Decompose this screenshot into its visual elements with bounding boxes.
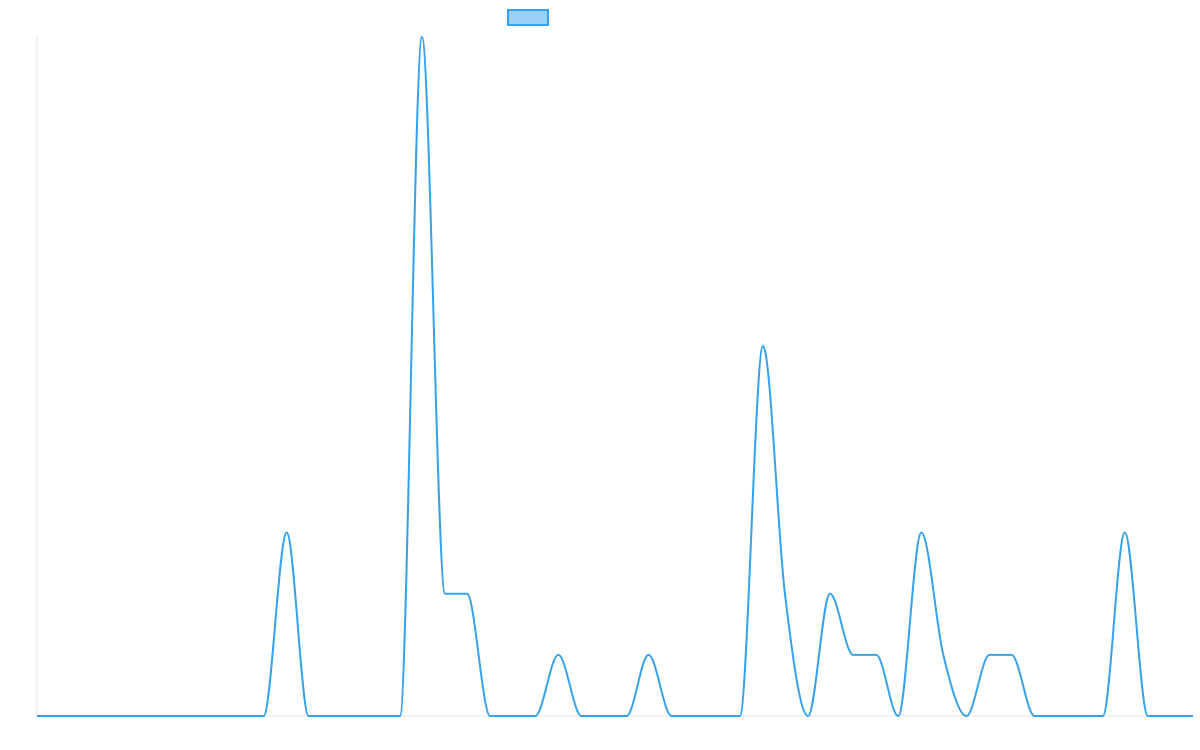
data-point[interactable] bbox=[1144, 712, 1152, 720]
data-point[interactable] bbox=[962, 712, 970, 720]
series-layer bbox=[33, 33, 1197, 720]
data-point[interactable] bbox=[872, 651, 880, 659]
data-point[interactable] bbox=[531, 712, 539, 720]
data-point[interactable] bbox=[917, 529, 925, 537]
series-line bbox=[37, 36, 1193, 718]
data-point[interactable] bbox=[283, 529, 291, 537]
data-point[interactable] bbox=[781, 590, 789, 598]
data-point[interactable] bbox=[1099, 712, 1107, 720]
data-point[interactable] bbox=[826, 590, 834, 598]
data-point[interactable] bbox=[418, 33, 426, 41]
data-point[interactable] bbox=[736, 712, 744, 720]
data-point[interactable] bbox=[668, 712, 676, 720]
data-point[interactable] bbox=[894, 712, 902, 720]
data-point[interactable] bbox=[1189, 712, 1197, 720]
legend[interactable] bbox=[507, 9, 549, 26]
data-point[interactable] bbox=[33, 712, 41, 720]
data-point[interactable] bbox=[804, 712, 812, 720]
data-point[interactable] bbox=[645, 651, 653, 659]
data-point[interactable] bbox=[1121, 529, 1129, 537]
data-point[interactable] bbox=[849, 651, 857, 659]
data-point[interactable] bbox=[554, 651, 562, 659]
data-point[interactable] bbox=[305, 712, 313, 720]
data-point[interactable] bbox=[939, 651, 947, 659]
data-point[interactable] bbox=[396, 712, 404, 720]
data-point[interactable] bbox=[441, 590, 449, 598]
data-point[interactable] bbox=[986, 651, 994, 659]
legend-swatch[interactable] bbox=[507, 9, 549, 26]
data-point[interactable] bbox=[623, 712, 631, 720]
data-point[interactable] bbox=[463, 590, 471, 598]
data-point[interactable] bbox=[1008, 651, 1016, 659]
data-point[interactable] bbox=[1031, 712, 1039, 720]
data-point[interactable] bbox=[486, 712, 494, 720]
data-point[interactable] bbox=[759, 342, 767, 350]
data-point[interactable] bbox=[260, 712, 268, 720]
data-point[interactable] bbox=[577, 712, 585, 720]
axes bbox=[36, 37, 1193, 717]
